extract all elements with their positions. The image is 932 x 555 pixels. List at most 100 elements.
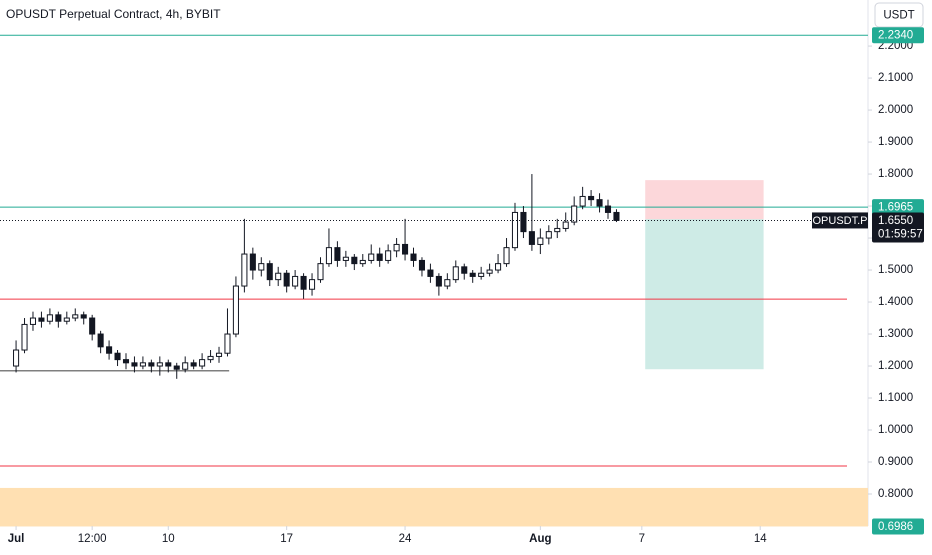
candle-body <box>148 362 155 367</box>
candle-body <box>131 362 138 367</box>
candle-body <box>537 237 544 245</box>
candle <box>122 353 130 370</box>
candle-body <box>29 317 37 325</box>
candle-body <box>393 243 400 252</box>
candle <box>148 359 155 373</box>
candle <box>435 273 442 296</box>
candle <box>461 263 468 280</box>
candle <box>173 362 180 379</box>
candle <box>604 199 612 219</box>
candle-body <box>478 272 485 277</box>
x-tick-label: 14 <box>754 533 767 545</box>
candle-body <box>385 250 392 261</box>
candle <box>300 273 307 299</box>
y-tick-label: 1.3000 <box>878 328 913 340</box>
candle-body <box>435 275 442 287</box>
symbol-badge <box>812 212 868 229</box>
candle <box>72 308 79 322</box>
candle-body <box>80 314 87 319</box>
candle-body <box>232 285 239 335</box>
candle-body <box>359 259 366 265</box>
candle-body <box>596 199 603 207</box>
candle <box>410 247 417 267</box>
candle <box>165 359 172 373</box>
candle <box>190 359 197 370</box>
candle-body <box>241 253 248 287</box>
x-tick-label: 10 <box>162 533 175 545</box>
candle <box>232 276 239 338</box>
candle <box>351 254 358 271</box>
countdown-label: 01:59:57 <box>878 228 923 240</box>
candle-body <box>588 195 595 201</box>
candle-body <box>199 359 206 367</box>
candle-body <box>444 279 451 287</box>
candle-body <box>21 323 28 351</box>
symbol-label: OPUSDT.P <box>812 215 867 227</box>
candle-body <box>418 259 426 271</box>
candle <box>579 186 586 210</box>
candle-body <box>452 266 459 281</box>
candle-body <box>520 211 527 233</box>
candle-body <box>97 333 104 348</box>
candle-body <box>300 275 307 290</box>
candle-body <box>258 263 265 271</box>
candle <box>368 244 375 264</box>
y-tick-label: 1.1000 <box>878 392 913 404</box>
candle <box>334 241 341 267</box>
candle <box>402 218 409 261</box>
candle <box>588 190 595 207</box>
last-price-badge <box>872 212 924 243</box>
candle <box>139 356 146 370</box>
candle <box>21 318 28 354</box>
candle-body <box>325 247 332 265</box>
candle <box>46 308 53 325</box>
y-tick-label: 0.9000 <box>878 456 913 468</box>
x-tick-label: 7 <box>639 533 645 545</box>
candle <box>106 340 113 360</box>
candle <box>537 228 544 255</box>
candle <box>342 250 349 267</box>
candle <box>38 311 45 328</box>
candle-body <box>190 362 197 367</box>
candle-body <box>503 247 510 265</box>
last-price-label: 1.6550 <box>878 215 913 227</box>
price-badge-label: 2.2340 <box>878 30 913 42</box>
candle <box>376 247 383 267</box>
y-tick-label: 0.8000 <box>878 488 913 500</box>
x-tick-label: Aug <box>529 533 551 545</box>
candle-body <box>55 314 62 322</box>
position-reward <box>645 219 764 370</box>
candle <box>13 340 20 373</box>
candle <box>55 311 62 328</box>
candle-body <box>266 263 273 281</box>
candle-body <box>402 243 409 255</box>
candle-body <box>182 362 189 370</box>
candle-body <box>469 272 476 277</box>
candle-body <box>410 253 417 261</box>
candle <box>215 346 223 363</box>
candle <box>207 350 214 363</box>
y-tick-label: 1.5000 <box>878 264 913 276</box>
candle-body <box>342 256 349 261</box>
candle <box>528 174 535 251</box>
x-tick-label: 24 <box>399 533 412 545</box>
currency-button[interactable] <box>874 2 924 28</box>
candle-body <box>495 263 502 271</box>
candle-body <box>72 314 79 319</box>
candle <box>444 273 451 290</box>
x-tick-label: Jul <box>8 533 25 545</box>
currency-label[interactable]: USDT <box>883 10 914 22</box>
candle <box>224 308 231 357</box>
y-tick-label: 2.1000 <box>878 72 913 84</box>
candle-body <box>486 269 493 274</box>
candle-body <box>351 256 358 265</box>
candle <box>325 228 332 267</box>
candle <box>249 247 256 280</box>
candle-body <box>461 266 468 274</box>
chart-title: OPUSDT Perpetual Contract, 4h, BYBIT <box>6 7 221 21</box>
candle <box>156 356 163 376</box>
candle <box>452 260 459 283</box>
candle-body <box>613 211 620 221</box>
candle <box>199 353 206 370</box>
